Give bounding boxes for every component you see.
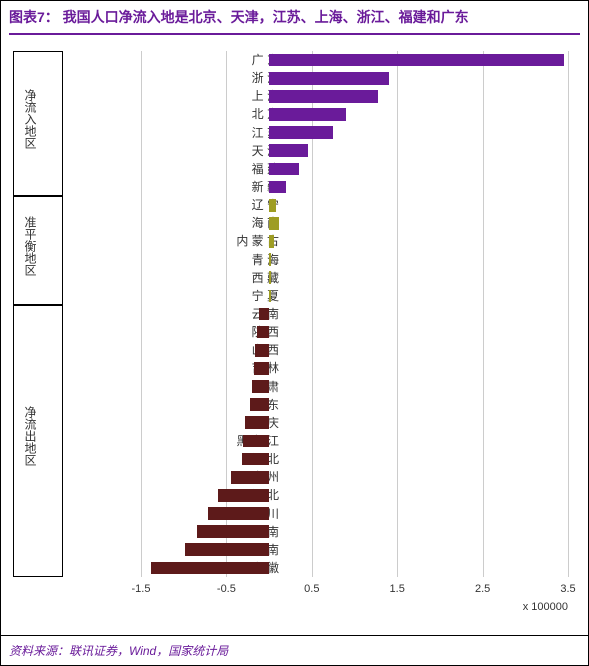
data-row: 广 东 [141,51,568,69]
bar [269,271,271,284]
bar [269,144,307,157]
data-row: 海 南 [141,214,568,232]
bar [269,290,271,303]
bar [257,326,269,339]
bar [185,543,269,556]
category-label: 云 南 [219,308,279,320]
bar [269,253,271,266]
data-row: 内 蒙 古 [141,232,568,250]
plot-area: 广 东浙 江上 海北 京江 苏天 津福 建新 疆辽 宁海 南内 蒙 古青 海西 … [141,51,568,577]
bar [208,507,269,520]
bar [151,562,269,575]
bar [243,435,269,448]
data-row: 福 建 [141,160,568,178]
bar [269,235,274,248]
source-bar: 资料来源：联讯证券，Wind，国家统计局 [1,635,588,665]
data-row: 贵 州 [141,468,568,486]
bar [245,416,269,429]
x-tick-label: 0.5 [304,583,319,595]
bar [269,199,276,212]
x-tick-label: -1.5 [132,583,151,595]
bar [254,362,269,375]
data-row: 黑 龙 江 [141,432,568,450]
data-row: 江 苏 [141,124,568,142]
data-row: 宁 夏 [141,287,568,305]
bar [269,90,378,103]
data-row: 重 庆 [141,414,568,432]
data-row: 青 海 [141,251,568,269]
data-row: 河 南 [141,541,568,559]
bar [231,471,269,484]
data-row: 辽 宁 [141,196,568,214]
bar [242,453,269,466]
title-bar: 图表7： 我国人口净流入地是北京、天津，江苏、上海、浙江、福建和广东 [1,1,588,33]
bar [250,398,269,411]
data-row: 四 川 [141,504,568,522]
group-label: 净流入地区 [21,89,39,149]
data-row: 湖 北 [141,486,568,504]
bar [197,525,270,538]
bar [269,163,299,176]
bar [255,344,269,357]
bar [269,181,286,194]
category-label: 吉 林 [219,362,279,374]
figure-container: 图表7： 我国人口净流入地是北京、天津，江苏、上海、浙江、福建和广东 广 东浙 … [0,0,589,666]
x-tick-label: 3.5 [560,583,575,595]
bar [259,308,269,321]
data-row: 湖 南 [141,523,568,541]
x-tick-label: -0.5 [217,583,236,595]
category-label: 山 西 [219,344,279,356]
data-row: 陕 西 [141,323,568,341]
category-label: 山 东 [219,399,279,411]
bar [269,72,389,85]
bar [269,54,564,67]
data-row: 西 藏 [141,269,568,287]
data-row: 吉 林 [141,359,568,377]
bar [269,217,279,230]
category-label: 甘 肃 [219,381,279,393]
x-axis-unit: x 100000 [523,601,568,613]
chart-title: 图表7： 我国人口净流入地是北京、天津，江苏、上海、浙江、福建和广东 [9,7,469,27]
data-row: 北 京 [141,105,568,123]
x-tick-label: 1.5 [390,583,405,595]
plot-wrap: 广 东浙 江上 海北 京江 苏天 津福 建新 疆辽 宁海 南内 蒙 古青 海西 … [1,41,588,617]
data-row: 云 南 [141,305,568,323]
bar [269,126,333,139]
data-row: 山 东 [141,396,568,414]
data-row: 山 西 [141,341,568,359]
group-label: 净流出地区 [21,406,39,466]
group-label: 准平衡地区 [21,216,39,276]
category-label: 陕 西 [219,326,279,338]
data-row: 安 徽 [141,559,568,577]
data-row: 河 北 [141,450,568,468]
data-row: 天 津 [141,142,568,160]
data-row: 浙 江 [141,69,568,87]
data-row: 新 疆 [141,178,568,196]
bar [269,108,346,121]
title-rule [9,33,580,35]
gridline [568,51,569,577]
bar [218,489,269,502]
data-row: 甘 肃 [141,377,568,395]
data-row: 上 海 [141,87,568,105]
bar [252,380,269,393]
x-tick-label: 2.5 [475,583,490,595]
source-text: 资料来源：联讯证券，Wind，国家统计局 [9,642,228,659]
